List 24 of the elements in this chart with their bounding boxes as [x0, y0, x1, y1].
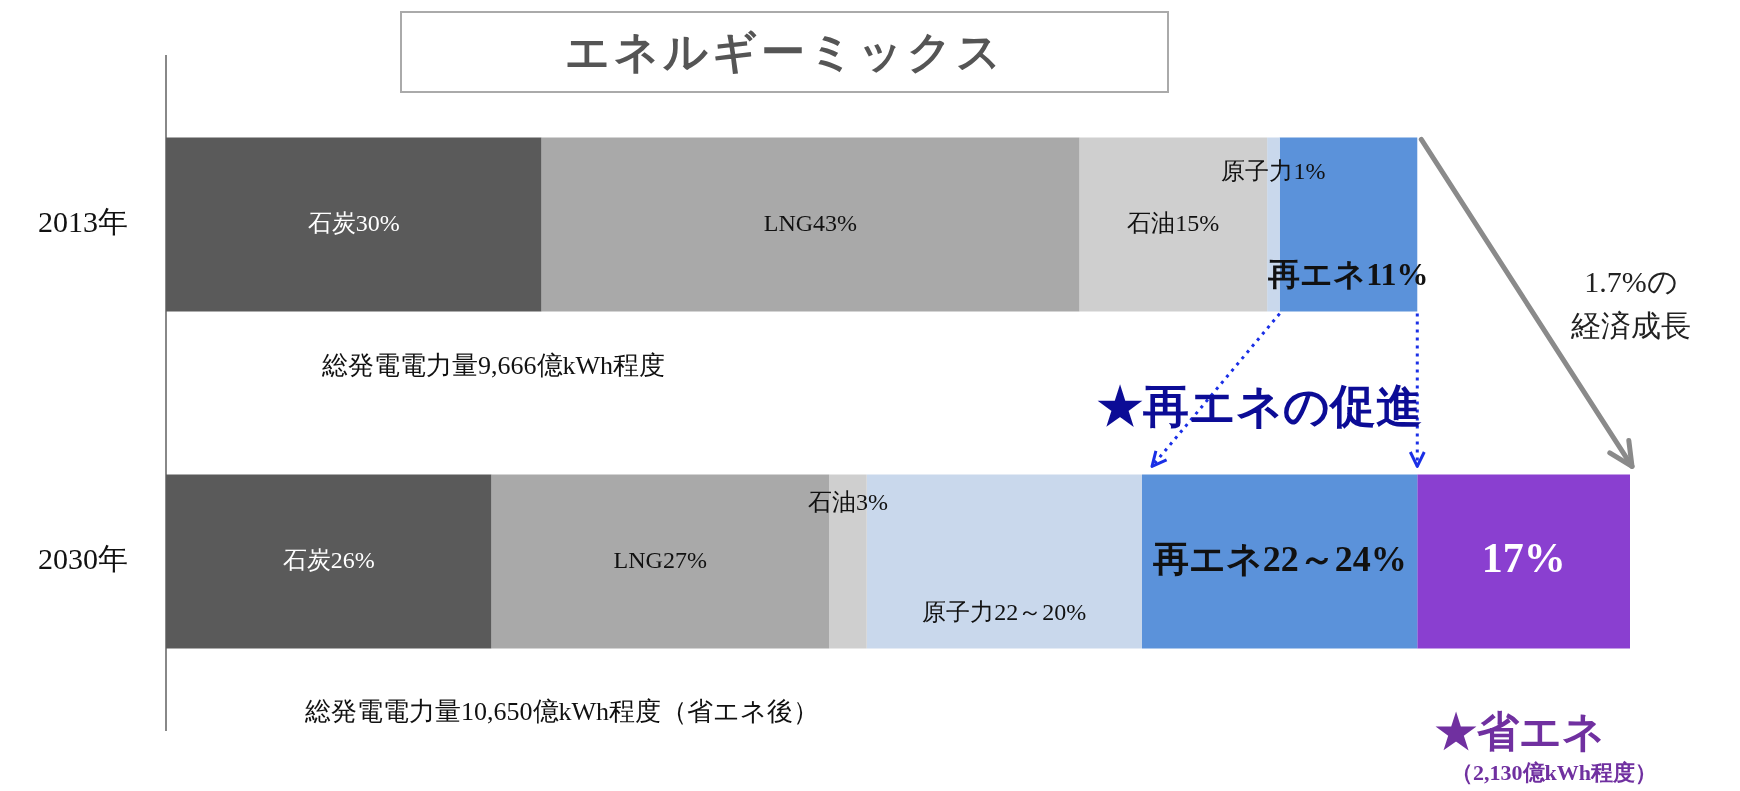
- annotation: 総発電電力量9,666億kWh程度: [322, 350, 666, 382]
- bar: [1079, 137, 1268, 312]
- annotation: ★省エネ: [1434, 708, 1606, 757]
- data-label: 原子力22～20%: [922, 599, 1087, 626]
- data-label: 再エネ22～24%: [1151, 538, 1407, 579]
- bar: [166, 137, 542, 312]
- data-label: 石炭26%: [282, 546, 375, 573]
- annotation: ★再エネの促進: [1095, 380, 1423, 434]
- bar: [541, 137, 1080, 312]
- data-label: LNG43%: [763, 209, 858, 236]
- data-label: 石油15%: [1127, 209, 1220, 236]
- bar: [1142, 474, 1418, 649]
- text: （2,130億kWh程度）: [1450, 759, 1658, 787]
- bar: [166, 474, 492, 649]
- annotation: 総発電電力量10,650億kWh程度（省エネ後）: [305, 696, 820, 728]
- y-tick-label: 2013年: [38, 205, 128, 239]
- bar: [1417, 474, 1630, 649]
- y-tick-label: 2030年: [38, 542, 128, 576]
- annotation: 1.7%の経済成長: [1570, 264, 1692, 344]
- data-label: 原子力1%: [1221, 157, 1326, 184]
- data-label: 17%: [1481, 535, 1566, 582]
- data-label: 石炭30%: [307, 209, 400, 236]
- data-label: LNG27%: [613, 546, 707, 573]
- data-label: 石油3%: [807, 489, 888, 516]
